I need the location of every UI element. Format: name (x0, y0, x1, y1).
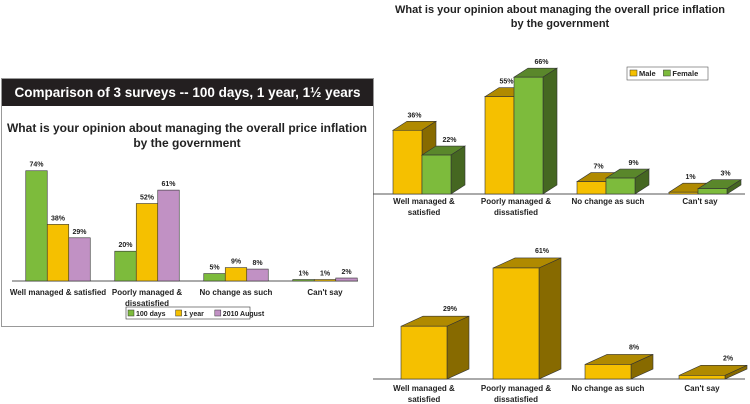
data-label: 36% (407, 112, 422, 119)
data-label: 66% (534, 59, 549, 66)
bar (513, 76, 544, 195)
category-label: Can't say (307, 288, 343, 297)
data-label: 9% (628, 160, 639, 167)
legend-label: 2010 August (223, 311, 265, 318)
legend-swatch (127, 309, 135, 317)
data-label: 55% (499, 79, 514, 86)
category-label: Can't say (684, 384, 720, 393)
data-label: 61% (161, 181, 176, 188)
data-label: 1% (298, 271, 309, 278)
category-label: dissatisfied (125, 299, 169, 308)
data-label: 5% (209, 265, 220, 272)
category-label: Poorly managed & (112, 288, 182, 297)
category-label: No change as such (200, 288, 273, 297)
data-label: 1% (320, 271, 331, 278)
bar (25, 170, 48, 282)
data-label: 52% (140, 195, 155, 202)
bar (605, 177, 636, 195)
data-label: 2% (723, 355, 734, 362)
data-label: 8% (629, 344, 640, 351)
bar (335, 277, 358, 282)
category-label: dissatisfied (494, 208, 538, 217)
chart-title: by the government (511, 18, 610, 30)
legend-label: 1 year (184, 311, 205, 318)
category-label: Can't say (682, 197, 718, 206)
bar (484, 96, 515, 195)
data-label: 3% (720, 171, 731, 178)
category-label: Poorly managed & (481, 197, 551, 206)
data-label: 61% (535, 248, 550, 255)
chart-title: What is your opinion about managing the … (7, 121, 367, 135)
bar (46, 224, 70, 282)
legend-swatch (175, 309, 182, 317)
data-label: 8% (252, 260, 263, 267)
bar (246, 268, 269, 282)
category-label: satisfied (408, 208, 441, 217)
bar (492, 267, 540, 380)
bar-side (542, 67, 558, 195)
bar-side (538, 257, 562, 380)
category-label: Well managed & satisfied (10, 288, 106, 297)
bar (392, 129, 423, 195)
category-label: satisfied (408, 395, 441, 404)
legend-swatch (663, 69, 671, 77)
data-label: 22% (442, 137, 457, 144)
bar (292, 279, 315, 282)
category-label: No change as such (572, 384, 645, 393)
bar (678, 375, 726, 380)
category-label: Well managed & (393, 197, 455, 206)
legend-label: Female (672, 69, 698, 78)
data-label: 9% (231, 259, 242, 266)
category-label: Well managed & (393, 384, 455, 393)
bar (157, 189, 180, 282)
bar (421, 154, 452, 195)
category-label: dissatisfied (494, 395, 538, 404)
legend-label: 100 days (136, 311, 166, 318)
category-label: No change as such (572, 197, 645, 206)
bar-side (446, 315, 470, 380)
data-label: 2% (341, 269, 352, 276)
chart-title: What is your opinion about managing the … (395, 4, 725, 16)
data-label: 20% (118, 242, 133, 249)
legend-swatch (629, 69, 638, 77)
category-label: Poorly managed & (481, 384, 551, 393)
bar (584, 364, 632, 380)
chart-title: by the government (133, 136, 240, 150)
data-label: 38% (51, 215, 66, 222)
bar (697, 188, 728, 195)
bar (400, 325, 448, 380)
data-label: 74% (29, 162, 44, 169)
bar (203, 273, 226, 282)
data-label: 29% (72, 229, 87, 236)
panel-banner: Comparison of 3 surveys -- 100 days, 1 y… (2, 79, 373, 106)
bar (313, 279, 337, 282)
bar (114, 250, 137, 282)
data-label: 7% (593, 164, 604, 171)
data-label: 29% (443, 306, 458, 313)
bar (224, 267, 248, 282)
comparison-panel: Comparison of 3 surveys -- 100 days, 1 y… (1, 78, 374, 327)
bar (668, 191, 699, 195)
legend-swatch (214, 309, 222, 317)
bar (68, 237, 91, 282)
data-label: 1% (685, 174, 696, 181)
bar (135, 203, 159, 282)
legend-label: Male (639, 69, 656, 78)
bar (576, 181, 607, 195)
